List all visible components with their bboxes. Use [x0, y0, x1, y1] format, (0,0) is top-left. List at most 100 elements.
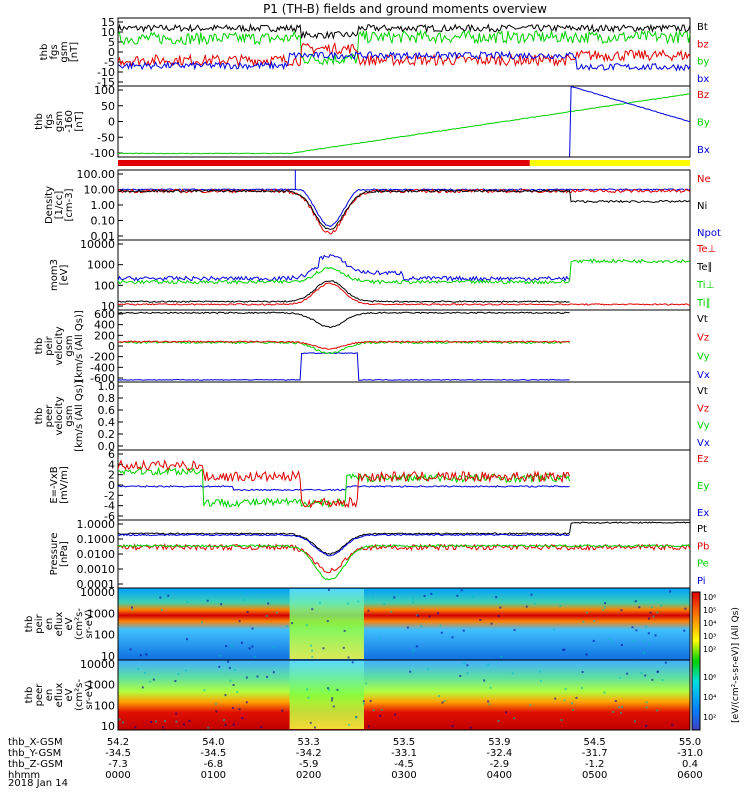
- spectrogram-speck: [145, 653, 148, 656]
- spectrogram-speck: [513, 717, 516, 720]
- spectrogram-speck: [162, 726, 165, 729]
- y-tick-label: 10000: [80, 658, 115, 671]
- x-row-label: thb_X-GSM: [8, 737, 63, 748]
- spectrogram-speck: [326, 620, 329, 623]
- y-axis-label: en: [44, 618, 55, 631]
- y-tick-label: 1000: [87, 259, 115, 272]
- spectrogram-speck: [585, 653, 588, 656]
- spectrogram-speck: [236, 690, 239, 693]
- spectrogram-speck: [306, 688, 309, 691]
- legend-Vy: Vy: [697, 421, 710, 432]
- y-tick-label: 5: [108, 36, 115, 49]
- spectrogram-speck: [654, 634, 657, 637]
- x-row-label: thb_Z-GSM: [8, 759, 63, 770]
- spectrogram-speck: [144, 671, 147, 674]
- spectrogram-speck: [232, 723, 235, 726]
- colorbar-scale: [691, 591, 701, 731]
- spectrogram-speck: [443, 699, 446, 702]
- series-Pb: [117, 543, 691, 574]
- spectrogram-speck: [342, 646, 345, 649]
- spectrogram-gap: [289, 589, 364, 659]
- y-axis-label: Pressure: [49, 533, 60, 576]
- series-Ez: [117, 459, 571, 509]
- spectrogram-speck: [238, 620, 241, 623]
- series-Te-par: [117, 280, 570, 303]
- spectrogram-speck: [563, 699, 566, 702]
- colorbar: 10⁶ 10⁵ 10⁴ 10³ 10² 10⁶ 10⁴ 10² [eV/(cm²-s-sr-eV…: [691, 591, 741, 731]
- spectrogram-speck: [272, 646, 275, 649]
- spectrogram-speck: [327, 588, 330, 591]
- spectrogram-speck: [423, 594, 426, 597]
- y-tick-label: 0: [108, 479, 115, 492]
- legend-Vx: Vx: [697, 370, 710, 381]
- spectrogram-speck: [394, 713, 397, 716]
- colorbar-tick: 10⁴: [703, 693, 716, 702]
- spectrogram-speck: [177, 672, 180, 675]
- y-axis-label: [mV/m]: [59, 466, 70, 504]
- y-axis-label: gsm: [64, 335, 75, 356]
- x-row-value: -34.5: [105, 748, 131, 759]
- x-row-value: 54.0: [202, 737, 224, 748]
- spectrogram-speck: [593, 619, 596, 622]
- spectrogram-speck: [262, 594, 265, 597]
- spectrogram-speck: [225, 645, 228, 648]
- x-row-value: 55.0: [679, 737, 701, 748]
- spectrogram-speck: [185, 638, 188, 641]
- spectrogram-speck: [245, 701, 248, 704]
- spectrogram-speck: [224, 694, 227, 697]
- spectrogram-speck: [309, 721, 312, 724]
- y-tick-label: 0.6: [98, 404, 116, 417]
- spectrogram-speck: [592, 639, 595, 642]
- legend-Vt: Vt: [697, 386, 708, 397]
- y-tick-label: 0.01: [91, 230, 116, 243]
- spectrogram-speck: [412, 597, 415, 600]
- y-axis-label: [nT]: [74, 111, 85, 131]
- spectrogram-speck: [626, 672, 629, 675]
- y-tick-label: 0.0: [98, 440, 116, 453]
- spectrogram-speck: [632, 640, 635, 643]
- y-axis-label: mom3: [49, 259, 60, 291]
- spectrogram-speck: [286, 625, 289, 628]
- x-row-value: -34.5: [200, 748, 226, 759]
- spectrogram-speck: [669, 590, 672, 593]
- spectrogram-speck: [648, 642, 651, 645]
- spectrogram-speck: [266, 675, 269, 678]
- spectrogram-speck: [227, 660, 230, 663]
- colorbar-tick: 10³: [703, 632, 716, 641]
- y-axis-label: gsm: [59, 41, 70, 62]
- spectrogram-speck: [437, 695, 440, 698]
- spectrogram-speck: [560, 719, 563, 722]
- panel-frame: [117, 381, 691, 451]
- spectrogram-speck: [159, 596, 162, 599]
- spectrogram-speck: [439, 624, 442, 627]
- spectrogram-speck: [562, 648, 565, 651]
- y-axis-label: [1/cc]: [54, 191, 65, 220]
- spectrogram-speck: [130, 606, 133, 609]
- y-axis-label: (cm²s-: [74, 608, 85, 640]
- spectrogram-speck: [251, 627, 254, 630]
- spectrogram-speck: [203, 689, 206, 692]
- x-row-value: 0200: [296, 770, 321, 781]
- series-Ti-par: [117, 258, 691, 285]
- spectrogram-speck: [245, 676, 248, 679]
- spectrogram-speck: [406, 626, 409, 629]
- spectrogram-speck: [575, 696, 578, 699]
- series-bz: [117, 41, 691, 68]
- y-axis-label: eflux: [54, 612, 65, 637]
- y-axis-label: eV: [64, 688, 75, 701]
- spectrogram-speck: [234, 668, 237, 671]
- x-row-value: -34.2: [296, 748, 322, 759]
- x-row-value: -31.7: [582, 748, 608, 759]
- y-axis-label: fgs: [44, 114, 55, 129]
- panel-frame: [117, 659, 691, 731]
- colorbar-tick: 10⁶: [703, 673, 716, 682]
- spectrogram-speck: [462, 629, 465, 632]
- panel-frame: [117, 449, 691, 521]
- legend-Ti∥: Ti∥: [696, 298, 711, 309]
- y-tick-label: -600: [90, 372, 115, 385]
- spectrogram-speck: [365, 682, 368, 685]
- spectrogram-speck: [633, 720, 636, 723]
- spectrogram-speck: [652, 615, 655, 618]
- x-row-value: -6.8: [204, 759, 224, 770]
